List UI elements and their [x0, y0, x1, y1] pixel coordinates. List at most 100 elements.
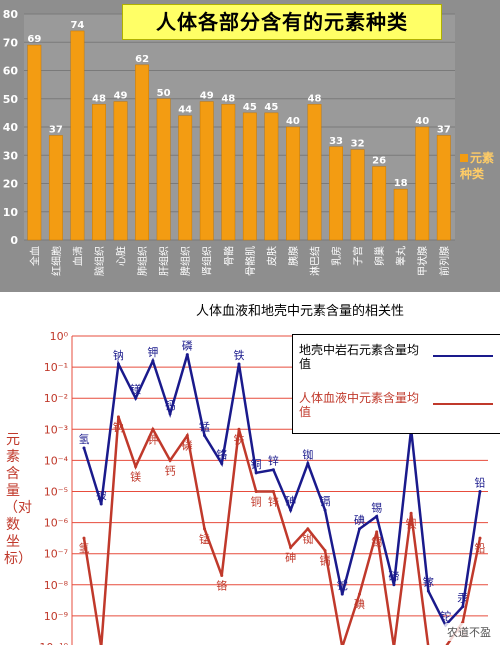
data-point: [289, 545, 293, 549]
bar: [350, 149, 365, 241]
point-label: 砷: [285, 551, 296, 564]
bar: [286, 126, 300, 241]
x-category-label: 前列腺: [438, 246, 451, 276]
point-label: 铁: [233, 349, 244, 362]
bar: [221, 104, 236, 241]
data-point: [254, 490, 258, 493]
data-point: [375, 514, 379, 518]
data-point: [203, 434, 207, 438]
point-label: 磷: [182, 440, 193, 453]
bar-data-label: 32: [351, 139, 365, 150]
watermark: 农道不盈: [444, 623, 494, 641]
x-category-label: 骨骼: [222, 246, 235, 266]
line-chart-title: 人体血液和地壳中元素含量的相关性: [195, 304, 404, 319]
bar-data-label: 45: [264, 102, 278, 113]
legend-swatch-crust: [433, 355, 493, 357]
y-tick-label: 10: [3, 206, 19, 219]
point-label: 铬: [216, 448, 227, 462]
bar: [178, 115, 193, 241]
data-point: [323, 549, 327, 553]
bar-data-label: 48: [221, 93, 235, 104]
data-point: [289, 508, 293, 512]
y-tick-label: 10⁻⁶: [44, 517, 69, 530]
bar-data-label: 45: [243, 102, 257, 113]
legend-item-crust: 地壳中岩石元素含量均值: [299, 343, 420, 371]
data-point: [357, 592, 361, 596]
legend-label: 元素种类: [460, 151, 495, 181]
point-label: 镉: [320, 494, 331, 508]
data-point: [392, 583, 396, 587]
point-label: 汞: [457, 592, 468, 605]
point-label: 氢: [79, 541, 90, 555]
x-category-label: 甲状腺: [416, 246, 429, 276]
x-category-label: 红细胞: [50, 246, 63, 276]
data-point: [116, 415, 120, 419]
data-point: [323, 508, 327, 512]
x-category-label: 淋巴结: [308, 246, 321, 276]
point-label: 砷: [285, 495, 296, 508]
data-point: [306, 462, 310, 466]
point-label: 铅: [475, 476, 486, 490]
point-label: 镓: [423, 575, 434, 589]
point-label: 铊: [440, 609, 451, 623]
legend-swatch: [460, 154, 468, 162]
y-tick-label: 10⁻¹⁰: [39, 641, 68, 645]
data-point: [271, 490, 275, 493]
point-label: 镁: [130, 382, 141, 396]
y-tick-label: 20: [3, 178, 19, 191]
bar-data-label: 33: [329, 136, 343, 147]
point-label: 锌: [268, 495, 279, 509]
blood-series-line: [82, 416, 482, 649]
bar-data-label: 74: [70, 20, 84, 31]
bar-data-label: 69: [27, 34, 41, 45]
data-point: [426, 589, 430, 593]
point-label: 铅: [475, 541, 486, 555]
bar-data-label: 18: [394, 178, 408, 189]
bar: [199, 101, 214, 241]
y-tick-label: 70: [3, 36, 19, 49]
point-label: 钙: [165, 398, 176, 412]
data-point: [134, 396, 138, 400]
bar-data-label: 50: [157, 88, 171, 99]
data-point: [168, 458, 172, 462]
point-label: 铜: [251, 457, 262, 471]
bar-data-label: 40: [415, 116, 429, 127]
point-label: 锡: [371, 535, 382, 549]
data-point: [357, 527, 361, 531]
data-point: [82, 536, 86, 540]
bar-data-label: 37: [437, 124, 451, 135]
bar-data-label: 44: [178, 105, 192, 116]
element-types-bar-chart: 人体各部分含有的元素种类 0 10 20 30 40 50 60 70 80 69 全血 37 红细胞 7…: [0, 0, 500, 292]
x-category-label: 乳房: [330, 246, 343, 266]
bar: [415, 126, 430, 241]
bar-chart-svg: 0 10 20 30 40 50 60 70 80 69 全血 37 红细胞 74 血清 48 脑组织 49 心脏 6…: [3, 8, 455, 276]
bar-data-label: 26: [372, 156, 386, 167]
point-label: 锰: [199, 532, 210, 546]
point-label: 铷: [302, 532, 313, 546]
data-point: [134, 465, 138, 469]
bar: [372, 166, 387, 241]
data-point: [185, 434, 189, 438]
data-point: [203, 527, 207, 531]
point-label: 磷: [182, 340, 193, 353]
x-category-label: 睾丸: [395, 246, 408, 266]
point-label: 锰: [199, 420, 210, 434]
y-tick-label: 10⁻¹: [44, 361, 68, 374]
point-label: 钾: [147, 345, 158, 359]
y-tick-label: 40: [3, 121, 19, 134]
bar: [156, 98, 171, 241]
point-label: 锌: [268, 454, 279, 468]
bar: [393, 188, 408, 241]
blood-crust-line-chart: 人体血液和地壳中元素含量的相关性 元素含量（对数坐标） 10⁰ 10⁻¹ 10⁻² 1…: [0, 292, 500, 649]
data-point: [254, 471, 258, 475]
point-label: 钾: [147, 432, 158, 446]
data-point: [168, 412, 172, 416]
y-tick-label: 50: [3, 93, 19, 106]
x-category-label: 子宫: [352, 246, 365, 266]
y-tick-label: 10⁻⁴: [44, 454, 69, 467]
point-label: 碘: [354, 514, 365, 527]
data-point: [220, 462, 224, 466]
bar: [436, 135, 451, 241]
bar: [27, 44, 42, 241]
line-chart-ylabel: 元素含量（对数坐标）: [4, 432, 32, 567]
